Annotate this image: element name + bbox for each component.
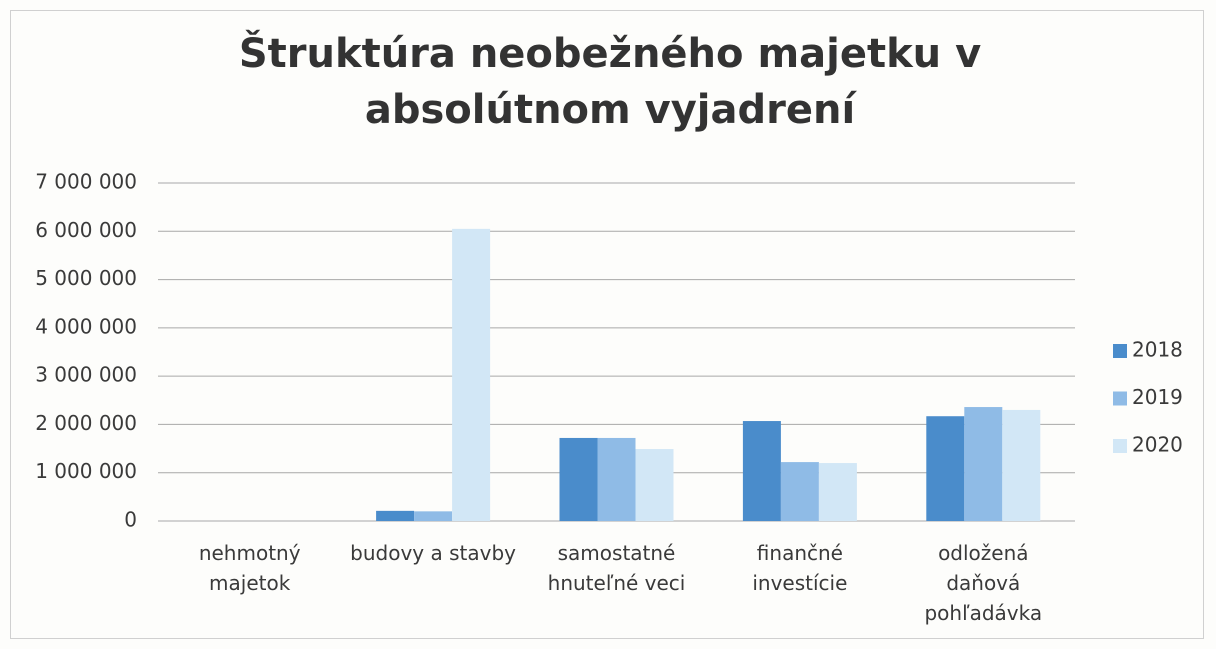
chart-title: Štruktúra neobežného majetku v absolútno… [238, 31, 982, 133]
legend-label: 2018 [1132, 338, 1183, 362]
bar [635, 449, 674, 521]
y-tick-label: 6 000 000 [35, 218, 137, 242]
y-tick-label: 7 000 000 [35, 170, 137, 194]
legend-swatch [1113, 439, 1127, 453]
bar [926, 416, 965, 521]
x-tick-label: budovy a stavby [350, 541, 517, 565]
x-tick-label: samostatné hnuteľné veci [547, 541, 686, 595]
legend-swatch [1113, 391, 1127, 406]
legend-label: 2019 [1132, 385, 1183, 409]
bar [1002, 409, 1041, 521]
legend-swatch [1113, 344, 1127, 358]
y-tick-label: 0 [124, 508, 137, 532]
y-tick-label: 4 000 000 [35, 314, 137, 338]
bar [414, 511, 453, 521]
legend-label: 2020 [1132, 433, 1183, 457]
y-tick-label: 1 000 000 [35, 459, 137, 483]
chart-frame [10, 10, 1204, 639]
bar [742, 421, 781, 521]
bar [559, 437, 598, 521]
y-tick-label: 5 000 000 [35, 266, 137, 290]
bar [376, 510, 415, 521]
bar [818, 463, 857, 521]
x-tick-label: nehmotný majetok [198, 541, 301, 595]
x-tick-label: finančné investície [752, 541, 848, 595]
bar [452, 228, 491, 521]
y-tick-label: 2 000 000 [35, 411, 137, 435]
bar [964, 407, 1003, 521]
y-tick-label: 3 000 000 [35, 363, 137, 387]
bar [780, 462, 819, 521]
x-tick-label: odložená daňová pohľadávka [924, 541, 1043, 625]
bar [597, 437, 636, 521]
